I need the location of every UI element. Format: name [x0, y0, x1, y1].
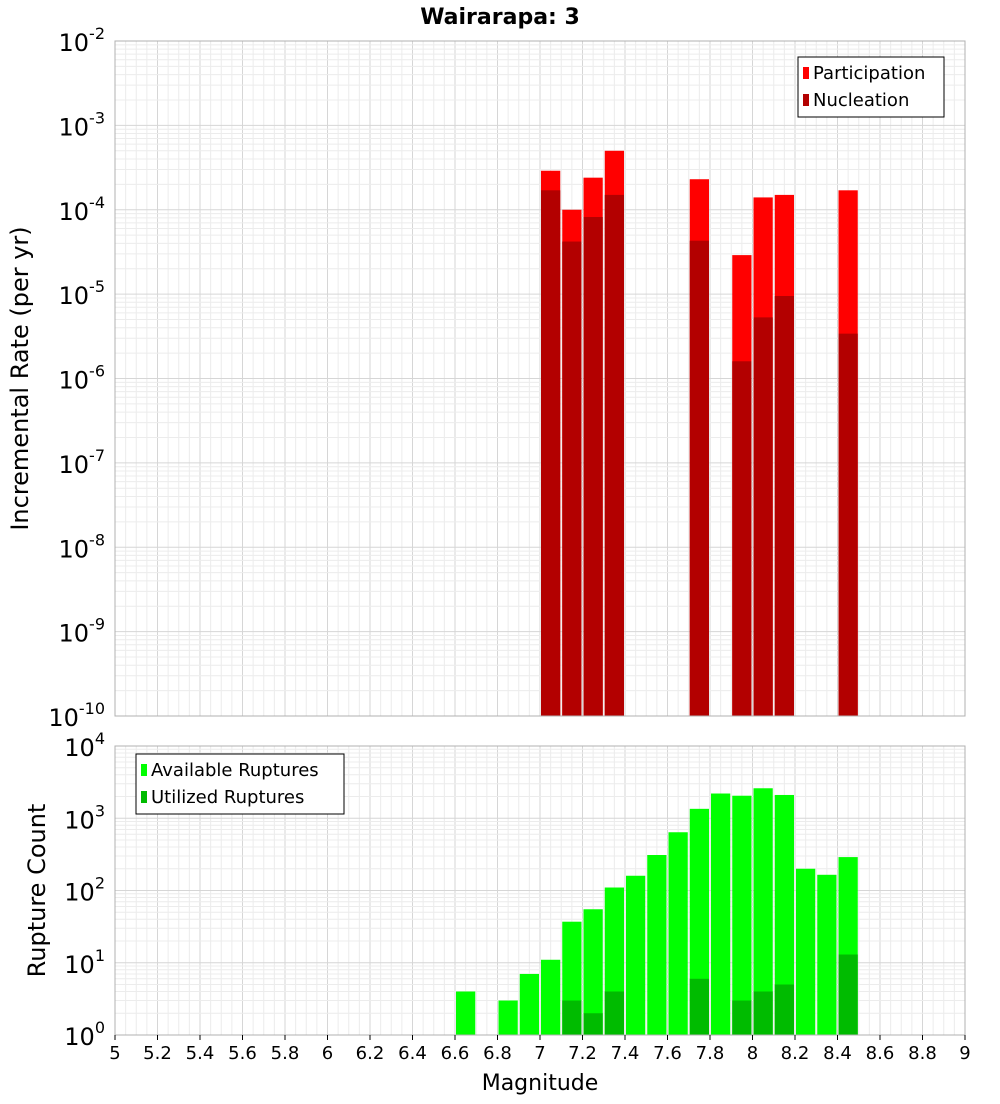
x-tick-label: 7.8 [696, 1043, 725, 1064]
x-tick-label: 7 [534, 1043, 545, 1064]
bar-nucleation [583, 217, 603, 716]
bar-utilized-ruptures [838, 954, 858, 1035]
legend-label: Participation [813, 63, 925, 84]
bar-utilized-ruptures [774, 984, 794, 1035]
bar-available-ruptures [519, 973, 539, 1035]
legend-swatch [803, 67, 809, 79]
x-tick-label: 6.4 [398, 1043, 427, 1064]
legend-label: Utilized Ruptures [151, 787, 304, 808]
legend-label: Available Ruptures [151, 760, 319, 781]
bar-available-ruptures [583, 909, 603, 1035]
x-tick-label: 5.4 [186, 1043, 215, 1064]
x-tick-label: 7.2 [568, 1043, 597, 1064]
legend-box [135, 753, 345, 815]
legend-box [797, 56, 945, 118]
x-tick-label: 7.6 [653, 1043, 682, 1064]
bar-available-ruptures [753, 788, 773, 1035]
x-tick-label: 5.8 [271, 1043, 300, 1064]
bar-available-ruptures [732, 795, 752, 1035]
x-axis-title: Magnitude [482, 1071, 599, 1096]
legend-swatch [803, 94, 809, 106]
bar-utilized-ruptures [562, 1000, 582, 1035]
y-tick-label: 10-5 [59, 277, 106, 310]
x-tick-label: 5.2 [143, 1043, 172, 1064]
x-tick-label: 5.6 [228, 1043, 257, 1064]
y-axis-title: Rupture Count [23, 804, 51, 978]
y-tick-label: 102 [64, 874, 105, 907]
bar-nucleation [689, 240, 709, 717]
x-tick-label: 5 [109, 1043, 120, 1064]
bar-utilized-ruptures [732, 1000, 752, 1035]
y-tick-label: 101 [64, 946, 105, 979]
x-tick-label: 6.6 [441, 1043, 470, 1064]
bar-available-ruptures [796, 868, 816, 1035]
bar-available-ruptures [456, 991, 476, 1035]
x-tick-label: 9 [959, 1043, 970, 1064]
bar-available-ruptures [817, 874, 837, 1035]
x-tick-label: 6 [322, 1043, 333, 1064]
legend: Available Ruptures Utilized Ruptures [135, 753, 345, 815]
legend-swatch [141, 791, 147, 803]
legend-swatch [141, 764, 147, 776]
bar-available-ruptures [541, 959, 561, 1035]
y-tick-label: 10-4 [59, 193, 106, 226]
legend: Participation Nucleation [797, 56, 945, 118]
y-tick-label: 103 [64, 801, 105, 834]
x-tick-label: 8.8 [908, 1043, 937, 1064]
bar-utilized-ruptures [753, 991, 773, 1035]
chart-title: Wairarapa: 3 [420, 5, 580, 30]
bar-available-ruptures [498, 1000, 518, 1035]
bar-available-ruptures [689, 808, 709, 1035]
bar-utilized-ruptures [689, 978, 709, 1035]
x-tick-label: 7.4 [611, 1043, 640, 1064]
bar-nucleation [562, 241, 582, 717]
bar-utilized-ruptures [604, 991, 624, 1035]
bar-nucleation [774, 296, 794, 716]
plot-panel-2: 100 101 102 103 104 Rupture Count Available Ru… [23, 729, 971, 1096]
y-tick-label: 10-3 [59, 108, 106, 141]
x-tick-label: 8.2 [781, 1043, 810, 1064]
y-tick-label: 10-8 [59, 530, 106, 563]
bar-nucleation [753, 317, 773, 716]
y-tick-label: 100 [64, 1018, 105, 1051]
bar-available-ruptures [668, 832, 688, 1035]
plot-panel-1: 10-10 10-9 10-8 10-7 10-6 10-5 10-4 10-3 10-2 Inc… [6, 24, 966, 732]
bar-nucleation [541, 190, 561, 716]
y-axis-title: Incremental Rate (per yr) [6, 226, 34, 530]
y-tick-label: 104 [64, 729, 105, 762]
bar-utilized-ruptures [583, 1013, 603, 1035]
y-tick-label: 10-9 [59, 615, 106, 648]
bar-nucleation [604, 194, 624, 716]
y-tick-label: 10-6 [59, 362, 106, 395]
x-tick-label: 6.8 [483, 1043, 512, 1064]
y-tick-label: 10-10 [48, 699, 105, 732]
bar-available-ruptures [711, 793, 731, 1035]
y-tick-label: 10-7 [59, 446, 106, 479]
plot-border [114, 40, 966, 717]
y-tick-label: 10-2 [59, 24, 106, 57]
x-tick-label: 8.4 [823, 1043, 852, 1064]
legend-label: Nucleation [813, 90, 909, 111]
x-tick-label: 8.6 [866, 1043, 895, 1064]
bar-available-ruptures [626, 875, 646, 1035]
x-tick-label: 6.2 [356, 1043, 385, 1064]
bar-nucleation [838, 333, 858, 716]
bar-available-ruptures [774, 794, 794, 1035]
bar-available-ruptures [647, 854, 667, 1035]
bar-nucleation [732, 361, 752, 716]
x-tick-label: 8 [747, 1043, 758, 1064]
